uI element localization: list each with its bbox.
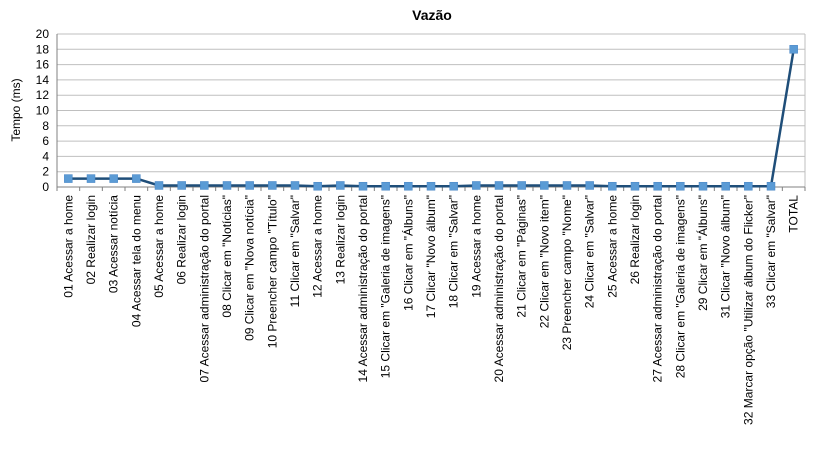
x-tick-label: 02 Realizar login bbox=[84, 195, 98, 284]
x-tick-label: 26 Realizar login bbox=[628, 195, 642, 284]
y-tick-label: 20 bbox=[36, 27, 50, 41]
data-point bbox=[449, 181, 458, 191]
axes bbox=[56, 34, 806, 191]
y-tick-label: 18 bbox=[36, 42, 50, 56]
data-point bbox=[109, 174, 118, 183]
x-tick-label: 04 Acessar tela do menu bbox=[129, 195, 143, 327]
x-tick-label: 09 Clicar em "Nova notícia" bbox=[243, 195, 257, 341]
data-point bbox=[177, 181, 186, 190]
y-axis-title: Tempo (ms) bbox=[9, 78, 23, 141]
data-point bbox=[744, 181, 753, 191]
data-point bbox=[698, 181, 708, 191]
chart-title: Vazão bbox=[412, 7, 452, 23]
x-tick-label: 33 Clicar em "Salvar" bbox=[764, 195, 778, 308]
data-point bbox=[517, 181, 526, 190]
data-point bbox=[64, 174, 73, 183]
x-tick-label: 31 Clicar "Novo álbum" bbox=[719, 195, 733, 318]
series-line bbox=[68, 49, 795, 188]
data-point bbox=[154, 181, 164, 190]
x-tick-label: 27 Acessar administração do portal bbox=[651, 195, 665, 382]
x-tick-label: 03 Acessar notícia bbox=[107, 195, 121, 293]
x-tick-label: 18 Clicar em "Salvar" bbox=[447, 195, 461, 308]
x-tick-label: 25 Acessar a home bbox=[605, 195, 619, 298]
gridlines bbox=[57, 33, 805, 173]
x-tick-label: 22 Clicar em "Novo item" bbox=[537, 195, 551, 328]
y-tick-label: 14 bbox=[36, 73, 50, 87]
data-point bbox=[676, 181, 685, 191]
data-point bbox=[222, 181, 232, 190]
data-point bbox=[358, 181, 368, 191]
x-tick-label: 23 Preencher campo "Nome" bbox=[560, 195, 574, 350]
data-point bbox=[426, 181, 436, 191]
series-layer bbox=[64, 45, 798, 191]
data-point bbox=[132, 174, 141, 183]
x-tick-label: 06 Realizar login bbox=[175, 195, 189, 284]
x-tick-label: 13 Realizar login bbox=[333, 195, 347, 284]
x-tick-label: 05 Acessar a home bbox=[152, 195, 166, 298]
data-point bbox=[404, 181, 413, 191]
x-tick-label: 29 Clicar em "Álbuns" bbox=[695, 195, 710, 311]
data-point bbox=[245, 181, 254, 190]
x-tick-label: 15 Clicar em "Galeria de imagens" bbox=[379, 195, 393, 378]
data-point bbox=[313, 181, 322, 191]
y-tick-label: 12 bbox=[36, 88, 50, 102]
y-tick-label: 6 bbox=[42, 134, 49, 148]
x-tick-label: 14 Acessar administração do portal bbox=[356, 195, 370, 382]
x-tick-label: 10 Preencher campo "Título" bbox=[265, 195, 279, 348]
x-tick-label: 17 Clicar "Novo álbum" bbox=[424, 195, 438, 318]
data-point bbox=[268, 181, 277, 190]
y-tick-label: 4 bbox=[42, 149, 49, 163]
data-point bbox=[472, 181, 481, 190]
data-point bbox=[653, 181, 662, 191]
x-tick-label: 01 Acessar a home bbox=[61, 195, 75, 298]
data-point bbox=[86, 174, 96, 183]
data-point bbox=[290, 181, 300, 190]
y-tick-label: 16 bbox=[36, 58, 50, 72]
x-tick-label: 16 Clicar em "Álbuns" bbox=[400, 195, 415, 311]
x-tick-label: TOTAL bbox=[787, 195, 801, 233]
data-point bbox=[721, 181, 730, 191]
data-point bbox=[630, 181, 640, 191]
y-tick-label: 2 bbox=[42, 165, 49, 179]
x-tick-label: 11 Clicar em "Salvar" bbox=[288, 195, 302, 307]
x-tick-label: 20 Acessar administração do portal bbox=[492, 195, 506, 382]
data-point bbox=[540, 181, 549, 190]
x-tick-label: 08 Clicar em "Notícias" bbox=[220, 195, 234, 318]
data-point bbox=[336, 181, 345, 190]
x-tick-label: 32 Marcar opção "Utilizar álbum do Flick… bbox=[741, 195, 755, 425]
data-point bbox=[200, 181, 209, 190]
data-point bbox=[494, 181, 504, 190]
data-point bbox=[381, 181, 390, 191]
x-tick-label: 24 Clicar em "Salvar" bbox=[583, 195, 597, 308]
y-tick-label: 8 bbox=[42, 119, 49, 133]
data-point bbox=[789, 45, 798, 54]
data-point bbox=[608, 181, 617, 191]
data-point bbox=[562, 181, 572, 190]
data-point bbox=[766, 181, 776, 191]
x-tick-labels: 01 Acessar a home 02 Realizar login 03 Ace… bbox=[61, 195, 800, 425]
y-tick-label: 10 bbox=[36, 104, 50, 118]
x-tick-label: 19 Acessar a home bbox=[469, 195, 483, 298]
x-tick-label: 28 Clicar em "Galeria de imagens" bbox=[673, 195, 687, 378]
x-tick-label: 12 Acessar a home bbox=[311, 195, 325, 298]
x-tick-label: 07 Acessar administração do portal bbox=[197, 195, 211, 382]
x-tick-label: 21 Clicar em "Páginas" bbox=[515, 195, 529, 318]
data-point bbox=[585, 181, 594, 190]
y-tick-label: 0 bbox=[42, 180, 49, 194]
